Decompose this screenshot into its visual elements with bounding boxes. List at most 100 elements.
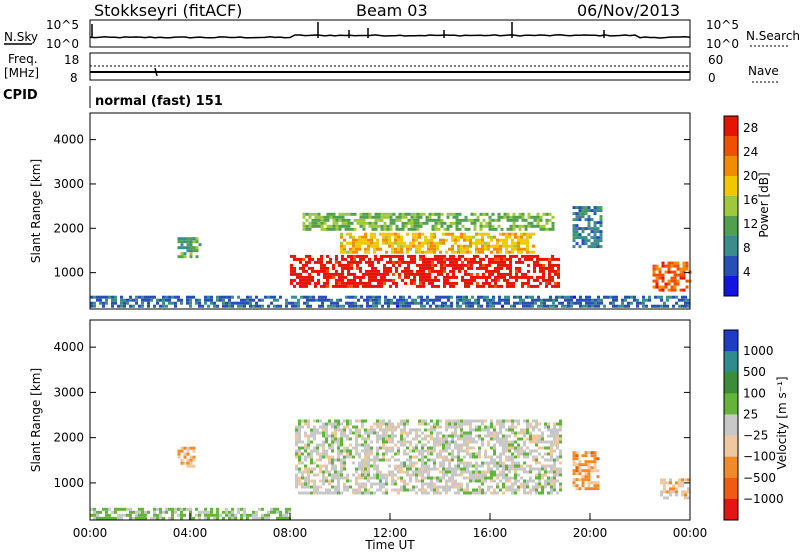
heatmap-cell <box>189 243 193 247</box>
y-tick-label: 4000 <box>53 340 84 354</box>
heatmap-cell <box>424 428 427 432</box>
heatmap-cell <box>361 470 364 474</box>
heatmap-cell <box>403 482 406 486</box>
heatmap-cell <box>442 461 445 465</box>
heatmap-cell <box>523 461 526 465</box>
station-title: Stokkseyri (fitACF) <box>94 1 242 20</box>
heatmap-cell <box>364 428 367 432</box>
heatmap-cell <box>322 431 325 435</box>
heatmap-cell <box>397 232 400 236</box>
heatmap-cell <box>228 516 231 520</box>
heatmap-cell <box>652 273 656 277</box>
heatmap-cell <box>415 428 418 432</box>
heatmap-cell <box>451 238 454 242</box>
heatmap-cell <box>636 298 639 302</box>
heatmap-cell <box>524 275 527 279</box>
heatmap-cell <box>550 488 553 492</box>
heatmap-cell <box>304 434 307 438</box>
beam-title: Beam 03 <box>356 1 428 20</box>
heatmap-cell <box>311 224 315 228</box>
heatmap-cell <box>508 464 511 468</box>
heatmap-cell <box>554 257 557 261</box>
heatmap-cell <box>633 295 636 299</box>
heatmap-cell <box>523 485 526 489</box>
heatmap-cell <box>553 443 556 447</box>
heatmap-cell <box>464 215 468 219</box>
heatmap-cell <box>399 295 402 299</box>
heatmap-cell <box>477 295 480 299</box>
heatmap-cell <box>313 473 316 477</box>
heatmap-cell <box>326 278 329 282</box>
heatmap-cell <box>536 254 539 258</box>
heatmap-cell <box>642 301 645 305</box>
heatmap-cell <box>678 298 681 302</box>
heatmap-cell <box>538 470 541 474</box>
heatmap-cell <box>376 238 379 242</box>
heatmap-cell <box>521 224 525 228</box>
heatmap-cell <box>374 266 377 270</box>
heatmap-cell <box>553 479 556 483</box>
heatmap-cell <box>298 476 301 480</box>
heatmap-cell <box>593 221 597 225</box>
heatmap-cell <box>437 278 440 282</box>
heatmap-cell <box>366 295 369 299</box>
colorbar-tick-label: 24 <box>743 145 758 159</box>
heatmap-cell <box>421 449 424 453</box>
heatmap-cell <box>487 461 490 465</box>
heatmap-cell <box>379 232 382 236</box>
heatmap-cell <box>407 221 411 225</box>
heatmap-cell <box>475 425 478 429</box>
heatmap-cell <box>452 254 455 258</box>
heatmap-cell <box>340 467 343 471</box>
heatmap-cell <box>403 449 406 453</box>
heatmap-cell <box>367 241 370 245</box>
heatmap-cell <box>550 482 553 486</box>
heatmap-cell <box>195 249 199 253</box>
heatmap-cell <box>581 236 585 240</box>
heatmap-cell <box>180 240 184 244</box>
heatmap-cell <box>654 304 657 308</box>
heatmap-cell <box>457 458 460 462</box>
heatmap-cell <box>552 304 555 308</box>
heatmap-cell <box>305 224 309 228</box>
heatmap-cell <box>400 238 403 242</box>
heatmap-cell <box>458 227 462 231</box>
heatmap-cell <box>536 263 539 267</box>
heatmap-cell <box>509 284 512 288</box>
heatmap-cell <box>454 422 457 426</box>
heatmap-cell <box>511 232 514 236</box>
heatmap-cell <box>436 434 439 438</box>
heatmap-cell <box>395 227 399 231</box>
heatmap-cell <box>90 295 93 299</box>
heatmap-cell <box>481 461 484 465</box>
heatmap-cell <box>310 431 313 435</box>
y-tick-label: 3000 <box>53 385 84 399</box>
heatmap-cell <box>442 443 445 447</box>
heatmap-cell <box>687 490 690 494</box>
heatmap-cell <box>395 218 399 222</box>
heatmap-cell <box>337 449 340 453</box>
heatmap-cell <box>138 507 141 511</box>
heatmap-cell <box>405 301 408 305</box>
heatmap-cell <box>556 455 559 459</box>
heatmap-cell <box>466 437 469 441</box>
heatmap-cell <box>183 237 187 241</box>
heatmap-cell <box>511 428 514 432</box>
heatmap-cell <box>419 272 422 276</box>
heatmap-cell <box>585 304 588 308</box>
heatmap-cell <box>461 275 464 279</box>
heatmap-cell <box>367 461 370 465</box>
heatmap-cell <box>495 301 498 305</box>
heatmap-cell <box>645 304 648 308</box>
heatmap-cell <box>509 227 513 231</box>
heatmap-cell <box>298 422 301 426</box>
heatmap-cell <box>547 425 550 429</box>
heatmap-cell <box>478 488 481 492</box>
heatmap-cell <box>129 513 132 517</box>
heatmap-cell <box>451 467 454 471</box>
heatmap-cell <box>572 230 576 234</box>
heatmap-cell <box>466 467 469 471</box>
heatmap-cell <box>458 218 462 222</box>
heatmap-cell <box>487 440 490 444</box>
heatmap-cell <box>114 301 117 305</box>
